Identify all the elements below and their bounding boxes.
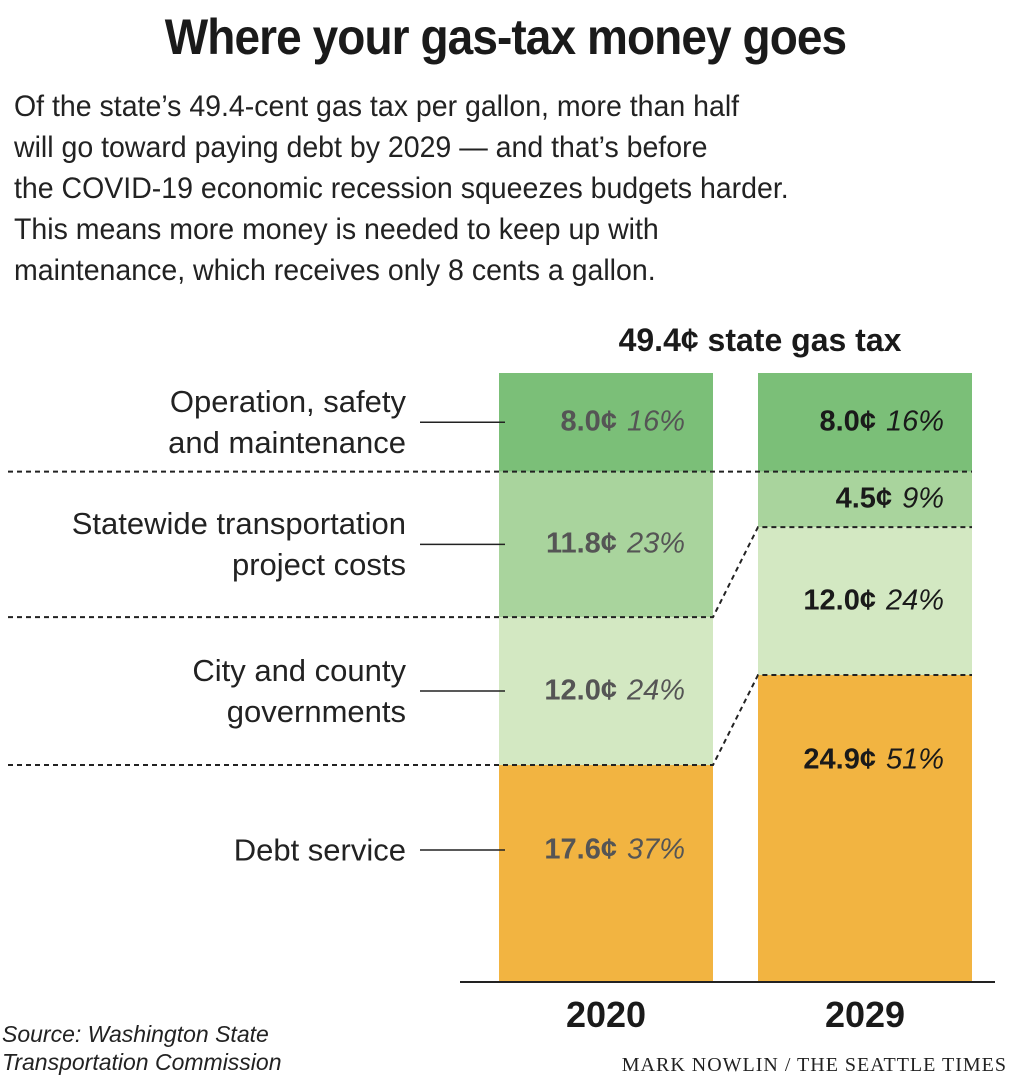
category-label: City and county governments [192, 653, 406, 730]
value-percent: 51% [885, 743, 944, 776]
value-percent: 24% [626, 674, 685, 707]
value-percent: 23% [626, 527, 685, 560]
data-label: 8.0¢ 16% [820, 406, 945, 439]
bar-segment [758, 471, 972, 528]
separator-line [8, 526, 972, 619]
title: Where your gas-tax money goes [164, 9, 847, 65]
category-label: Debt service [233, 832, 406, 868]
value-percent: 24% [885, 584, 944, 617]
credit: MARK NOWLIN / THE SEATTLE TIMES [621, 1054, 1007, 1076]
value-cents: 24.9¢ [803, 743, 876, 776]
value-percent: 37% [626, 833, 685, 866]
year-label-2029: 2029 [824, 994, 906, 1035]
data-label: 24.9¢ 51% [803, 744, 944, 777]
value-cents: 11.8¢ [545, 527, 617, 560]
value-cents: 12.0¢ [544, 674, 617, 707]
source-note: Source: Washington State Transportation … [2, 1021, 282, 1075]
data-label: 4.5¢ 9% [836, 483, 944, 516]
value-percent: 9% [902, 482, 944, 515]
chart-title: 49.4¢ state gas tax [618, 322, 902, 358]
data-label: 12.0¢ 24% [544, 675, 685, 708]
bar-segment [499, 617, 713, 766]
bar-segment [758, 675, 972, 982]
value-cents: 8.0¢ [819, 405, 876, 438]
value-cents: 17.6¢ [544, 833, 617, 866]
data-label: 11.8¢ 23% [546, 528, 685, 561]
year-label-2020: 2020 [565, 994, 647, 1035]
value-percent: 16% [626, 405, 685, 438]
bar-segment [758, 373, 972, 472]
value-cents: 12.0¢ [803, 584, 876, 617]
value-cents: 8.0¢ [560, 405, 617, 438]
bar-segment [499, 765, 713, 982]
bar-segment [758, 527, 972, 676]
bar-segment [499, 471, 713, 618]
subtitle: Of the state’s 49.4-cent gas tax per gal… [14, 90, 789, 287]
data-label: 8.0¢ 16% [561, 406, 686, 439]
separator-line [8, 674, 972, 767]
value-percent: 16% [885, 405, 944, 438]
category-label: Statewide transportation project costs [71, 506, 406, 583]
bar-segment [499, 373, 713, 472]
category-label: Operation, safety and maintenance [168, 384, 406, 461]
data-label: 12.0¢ 24% [803, 585, 944, 618]
data-label: 17.6¢ 37% [544, 834, 685, 867]
value-cents: 4.5¢ [835, 482, 893, 515]
